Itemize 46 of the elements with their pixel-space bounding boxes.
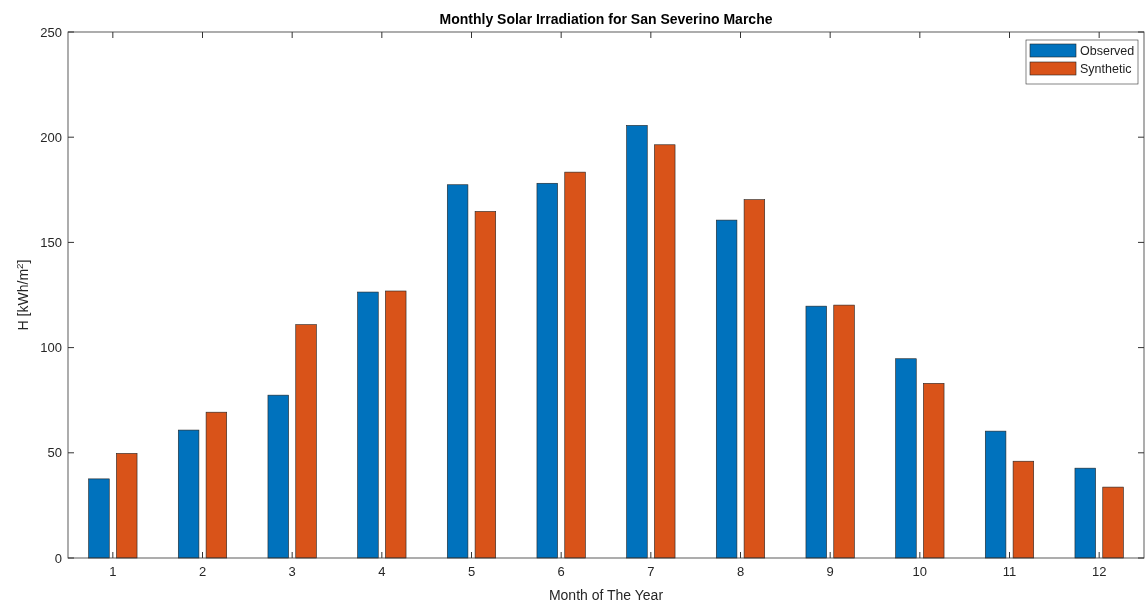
bar: [895, 358, 917, 559]
bar: [654, 144, 676, 559]
y-tick-label: 100: [40, 340, 62, 356]
x-tick-label: 11: [1002, 564, 1017, 579]
x-axis-title: Month of The Year: [548, 587, 664, 602]
bar: [1012, 460, 1035, 559]
bar: [267, 394, 289, 559]
bar: [116, 453, 138, 559]
bar: [984, 430, 1007, 559]
x-tick-label: 12: [1091, 564, 1107, 579]
x-tick-label: 6: [557, 564, 565, 579]
y-tick-label: 150: [40, 234, 62, 250]
y-tick-label: 0: [54, 550, 62, 566]
x-tick-label: 5: [467, 564, 476, 579]
bar: [923, 383, 945, 559]
bar: [1074, 467, 1096, 559]
x-tick-label: 8: [736, 564, 745, 579]
bar: [385, 290, 407, 559]
x-tick-label: 9: [826, 564, 834, 579]
legend-label: Synthetic: [1080, 62, 1132, 76]
bar: [1102, 486, 1124, 559]
x-tick-label: 4: [378, 564, 386, 579]
bar: [743, 199, 766, 559]
x-tick-label: 7: [647, 564, 655, 579]
legend-label: Observed: [1080, 44, 1135, 58]
x-tick-label: 1: [109, 564, 117, 579]
bar: [474, 211, 497, 559]
chart-title: Monthly Solar Irradiation for San Severino Marche: [439, 11, 773, 27]
y-tick-label: 50: [47, 445, 62, 461]
x-tick-label: 10: [912, 564, 928, 579]
y-tick-label: 250: [40, 24, 62, 40]
bar: [536, 182, 558, 559]
bar: [446, 184, 469, 559]
bar: [357, 291, 379, 559]
y-tick-label: 200: [40, 129, 62, 145]
bar: [626, 125, 648, 559]
x-tick-label: 3: [288, 564, 296, 579]
bar: [295, 324, 317, 559]
x-tick-label: 2: [198, 564, 207, 579]
bar: [715, 219, 738, 559]
bar: [805, 305, 827, 559]
bar: [205, 411, 228, 559]
bar: [564, 171, 586, 559]
bar: [88, 478, 110, 559]
bar: [177, 429, 200, 559]
bar: [833, 304, 855, 559]
